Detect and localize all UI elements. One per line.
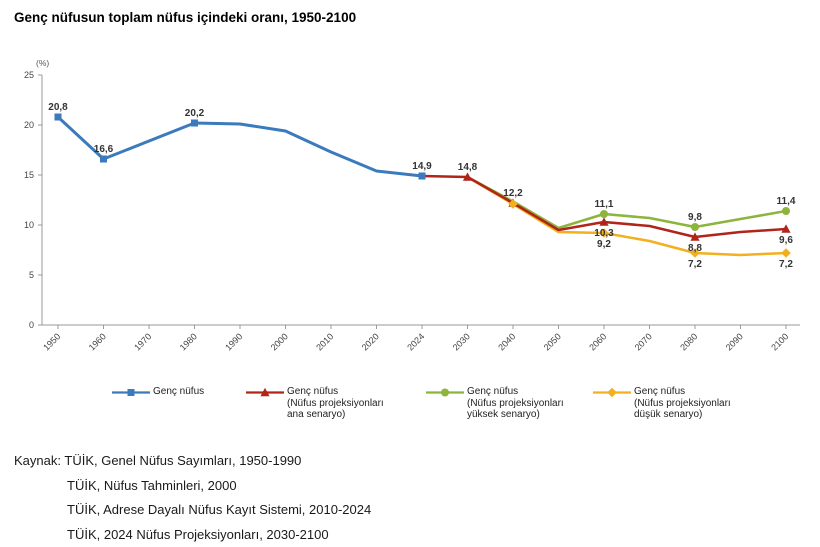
x-tick-label: 2100 — [769, 331, 790, 352]
source-block: Kaynak: TÜİK, Genel Nüfus Sayımları, 195… — [14, 449, 371, 547]
y-tick-label: 15 — [24, 170, 34, 180]
legend-label-line: Genç nüfus — [634, 386, 731, 398]
data-point-label: 12,2 — [503, 188, 523, 199]
data-point-marker — [55, 114, 62, 121]
data-point-label: 9,2 — [597, 239, 611, 250]
data-point-label: 10,3 — [594, 228, 614, 239]
x-tick-label: 2080 — [678, 331, 699, 352]
legend-label-line: Genç nüfus — [153, 386, 204, 398]
legend-swatch-icon — [593, 387, 631, 398]
x-tick-label: 2090 — [724, 331, 745, 352]
x-tick-label: 2030 — [451, 331, 472, 352]
legend-label-line: (Nüfus projeksiyonları — [467, 398, 564, 410]
line-chart: (%) 0 5 10 15 20 25 1950 1960 1970 1980 1990 2000 201… — [0, 55, 820, 385]
data-point-marker — [128, 389, 135, 396]
legend-label-line: Genç nüfus — [287, 386, 384, 398]
x-tick-label: 2060 — [587, 331, 608, 352]
data-point-label: 9,6 — [779, 235, 793, 246]
data-point-label: 7,2 — [688, 259, 702, 270]
legend-label-line: düşük senaryo) — [634, 409, 731, 421]
data-point-marker — [419, 173, 426, 180]
data-point-marker — [191, 120, 198, 127]
data-point-label: 14,9 — [412, 161, 432, 172]
x-tick-label: 1970 — [132, 331, 153, 352]
legend-label-line: Genç nüfus — [467, 386, 564, 398]
y-tick-label: 5 — [29, 270, 34, 280]
source-text: TÜİK, Genel Nüfus Sayımları, 1950-1990 — [64, 453, 301, 468]
data-point-label: 11,1 — [595, 199, 614, 210]
x-tick-label: 2024 — [405, 331, 426, 352]
source-line: TÜİK, Nüfus Tahminleri, 2000 — [14, 474, 371, 499]
data-point-label: 9,8 — [688, 212, 702, 223]
legend-swatch-icon — [246, 387, 284, 398]
legend-label-line: ana senaryo) — [287, 409, 384, 421]
y-axis-unit-label: (%) — [36, 58, 49, 68]
x-tick-label: 1990 — [223, 331, 244, 352]
y-tick-label: 10 — [24, 220, 34, 230]
x-tick-label: 1960 — [87, 331, 108, 352]
source-label: Kaynak: — [14, 453, 61, 468]
data-point-marker — [691, 223, 699, 231]
x-tick-label: 2020 — [360, 331, 381, 352]
data-point-marker — [781, 248, 791, 258]
y-tick-label: 25 — [24, 70, 34, 80]
x-tick-label: 1980 — [178, 331, 199, 352]
x-tick-label: 2000 — [269, 331, 290, 352]
x-tick-label: 2050 — [542, 331, 563, 352]
data-point-label: 16,6 — [94, 144, 114, 155]
legend-label-line: (Nüfus projeksiyonları — [634, 398, 731, 410]
x-tick-label: 2070 — [633, 331, 654, 352]
legend-label-line: yüksek senaryo) — [467, 409, 564, 421]
x-tick-label: 1950 — [41, 331, 62, 352]
source-line: Kaynak: TÜİK, Genel Nüfus Sayımları, 195… — [14, 449, 371, 474]
data-point-label: 8,8 — [688, 243, 702, 254]
data-point-label: 14,8 — [458, 162, 478, 173]
data-point-label: 20,2 — [185, 108, 205, 119]
legend-item: Genç nüfus — [112, 386, 204, 398]
data-point-marker — [607, 388, 617, 398]
data-point-label: 20,8 — [48, 102, 68, 113]
y-tick-label: 20 — [24, 120, 34, 130]
data-point-label: 7,2 — [779, 259, 793, 270]
x-tick-label: 2010 — [314, 331, 335, 352]
x-tick-label: 2040 — [496, 331, 517, 352]
data-point-marker — [600, 210, 608, 218]
legend-label-line: (Nüfus projeksiyonları — [287, 398, 384, 410]
legend-label: Genç nüfus — [153, 386, 204, 398]
data-point-marker — [100, 156, 107, 163]
legend-swatch-icon — [426, 387, 464, 398]
data-point-marker — [782, 207, 790, 215]
data-point-marker — [441, 389, 449, 397]
data-point-label: 11,4 — [777, 196, 796, 207]
y-tick-label: 0 — [29, 320, 34, 330]
source-line: TÜİK, 2024 Nüfus Projeksiyonları, 2030-2… — [14, 523, 371, 547]
source-line: TÜİK, Adrese Dayalı Nüfus Kayıt Sistemi,… — [14, 498, 371, 523]
legend-swatch-icon — [112, 387, 150, 398]
page-title: Genç nüfusun toplam nüfus içindeki oranı… — [14, 10, 356, 25]
